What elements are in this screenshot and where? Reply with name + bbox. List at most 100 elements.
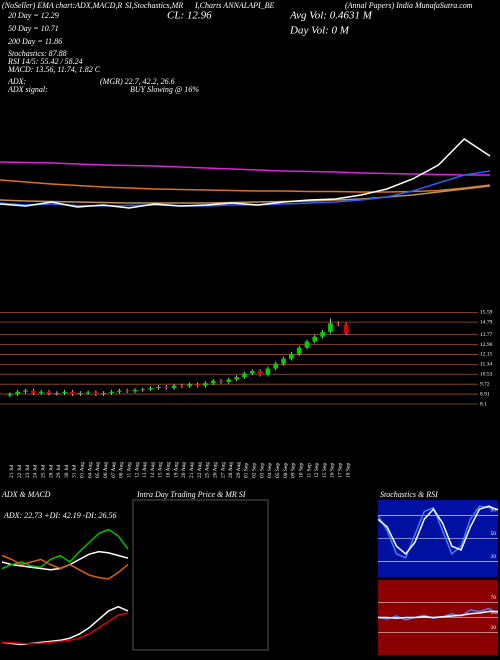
x-tick-label: 25 Aug [205, 462, 211, 478]
x-tick-label: 12 Aug [134, 462, 140, 478]
y-tick-label: 30 [491, 625, 497, 631]
x-tick-label: 07 Aug [111, 462, 117, 478]
x-tick-label: 03 Sep [259, 463, 265, 478]
adx-label: ADX: [7, 77, 27, 86]
candle-body [249, 370, 255, 374]
series-line [0, 170, 491, 207]
close-price: CL: 12.96 [167, 10, 212, 22]
x-tick-label: 04 Aug [87, 462, 93, 478]
adx-value: (MGR) 22.7, 42.2, 26.6 [100, 77, 175, 86]
avg-vol: Avg Vol: 0.4631 M [289, 10, 373, 22]
y-tick-label: 9.72 [480, 381, 490, 387]
candle-body [187, 384, 193, 387]
candle-body [163, 386, 169, 389]
candle-body [109, 391, 114, 393]
header-left: (NoSeller) EMA chart:ADX,MACD,R [2, 1, 122, 10]
candle-body [124, 390, 130, 392]
candle-body [54, 392, 60, 394]
x-tick-label: 11 Aug [126, 462, 132, 478]
x-tick-label: 14 Aug [150, 462, 156, 478]
candle-body [132, 389, 138, 392]
intraday-frame [132, 499, 269, 651]
candle-body [101, 392, 107, 395]
y-tick-label: 14.79 [480, 319, 493, 325]
candle-body [296, 347, 302, 354]
candle-body [218, 380, 224, 382]
candle-body [85, 392, 91, 394]
x-tick-label: 13 Aug [142, 462, 148, 478]
series-line [377, 505, 499, 559]
series-line [0, 138, 491, 209]
x-tick-label: 02 Sep [252, 463, 258, 478]
candle-body [38, 391, 44, 393]
header-right: I,Charts ANNALAPI_BE [194, 1, 275, 10]
series-line [1, 528, 129, 570]
candle-body [203, 383, 208, 386]
candle-body [210, 380, 216, 384]
candle-body [320, 331, 325, 337]
x-tick-label: 18 Aug [166, 462, 172, 478]
x-tick-label: 01 Aug [80, 462, 86, 478]
header-mid: SI,Stochastics,MR [125, 1, 183, 10]
candle-body [343, 324, 349, 334]
x-tick-label: 12 Sep [314, 463, 320, 478]
candle-body [23, 390, 28, 392]
x-tick-label: 22 Aug [197, 462, 203, 478]
x-tick-label: 09 Sep [291, 463, 297, 478]
panel-title: Intra Day Trading Price & MR SI [136, 490, 246, 499]
x-tick-label: 30 Jul [64, 464, 70, 478]
candle-body [70, 391, 75, 395]
candle-body [31, 390, 36, 393]
stat: RSI 14/5: 55.42 / 58.24 [7, 57, 83, 66]
candle-body [77, 392, 83, 395]
candle-body [93, 392, 99, 395]
day-vol: Day Vol: 0 M [289, 25, 350, 37]
x-tick-label: 31 Jul [72, 464, 78, 478]
adx-signal: BUY Slowing @ 16% [130, 85, 199, 94]
series-line [1, 612, 129, 645]
series-line [378, 610, 498, 620]
adx-signal-label: ADX signal: [7, 85, 48, 94]
candle-body [140, 389, 146, 391]
candle-body [226, 379, 232, 382]
panel-title: Stochastics & RSI [380, 490, 438, 499]
candle-body [234, 377, 239, 380]
x-tick-label: 15 Sep [322, 463, 328, 478]
x-tick-label: 08 Aug [119, 462, 125, 478]
stat: 50 Day = 10.71 [8, 24, 59, 33]
series-line [1, 605, 129, 646]
x-tick-label: 01 Sep [244, 463, 250, 478]
y-tick-label: 20 [491, 554, 497, 560]
panel-title: ADX & MACD [1, 490, 51, 499]
stat: MACD: 13.56, 11.74, 1.82 C [7, 65, 101, 74]
stat: 200 Day = 11.86 [8, 37, 62, 46]
candle-body [7, 394, 13, 396]
y-tick-label: 13.77 [480, 332, 493, 338]
candle-body [304, 341, 310, 348]
candle-body [117, 390, 122, 392]
candle-body [195, 384, 200, 386]
y-tick-label: 15.59 [480, 310, 493, 316]
candle-body [265, 368, 271, 375]
x-tick-label: 11 Sep [306, 463, 312, 478]
candle-body [15, 391, 21, 395]
candle-body [328, 323, 333, 332]
x-tick-label: 17 Sep [338, 463, 344, 478]
candle-body [46, 391, 52, 394]
x-tick-label: 24 Jul [33, 464, 39, 478]
candle-body [62, 391, 67, 393]
y-tick-label: 12.96 [480, 342, 493, 348]
series-line [377, 505, 499, 555]
x-tick-label: 29 Aug [236, 462, 242, 478]
x-tick-label: 27 Aug [220, 462, 226, 478]
x-tick-label: 04 Sep [267, 463, 273, 478]
y-tick-label: 8.91 [480, 391, 490, 397]
series-line [0, 185, 491, 204]
x-tick-label: 19 Aug [173, 462, 179, 478]
y-tick-label: 8.1 [480, 401, 487, 407]
x-tick-label: 23 Jul [25, 464, 31, 478]
x-tick-label: 18 Sep [345, 463, 351, 478]
candle-body [289, 353, 294, 359]
x-tick-label: 05 Sep [275, 463, 281, 478]
